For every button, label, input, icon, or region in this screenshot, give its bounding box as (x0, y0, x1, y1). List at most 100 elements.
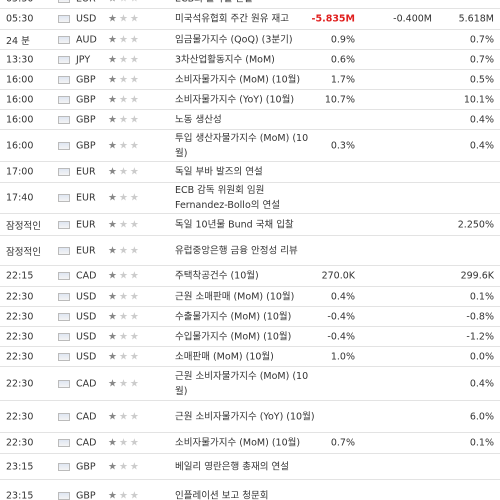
flag-icon (58, 0, 70, 3)
volatility-stars: ★★★ (108, 331, 141, 342)
time: 23:15 (6, 461, 34, 472)
currency: GBP (76, 490, 96, 500)
previous-value: 10.1% (463, 94, 494, 105)
flag-icon (58, 194, 70, 202)
previous-value: 0.4% (469, 140, 494, 151)
previous-value: 0.7% (469, 54, 494, 65)
actual-value: -0.4% (327, 331, 355, 342)
flag-icon (58, 332, 70, 341)
event-name: 인플레이션 보고 청문회 (175, 490, 269, 500)
volatility-stars: ★★★ (108, 13, 141, 25)
currency: GBP (76, 94, 96, 105)
volatility-stars: ★★★ (108, 94, 141, 105)
event-name: 독일 부바 발즈의 연설 (175, 166, 263, 178)
event-row: 05:30 USD ★★★ 미국석유협회 주간 원유 재고 -5.835M -0.400M… (0, 9, 500, 30)
time: 16:00 (6, 94, 34, 105)
currency: AUD (76, 34, 97, 45)
volatility-stars: ★★★ (108, 245, 141, 256)
volatility-stars: ★★★ (108, 291, 141, 302)
actual-value: 0.3% (330, 140, 355, 151)
time: 05:30 (6, 0, 33, 5)
flag-icon (58, 352, 70, 361)
flag-icon (58, 412, 70, 421)
currency: GBP (76, 140, 96, 151)
event-name: 투입 생산자물가지수 (MoM) (10월) (175, 132, 309, 159)
event-name: 근원 소매판매 (MoM) (10월) (175, 291, 295, 302)
flag-icon (58, 15, 70, 23)
previous-value: -0.8% (466, 311, 494, 322)
time: 17:40 (6, 192, 34, 204)
time: 잠정적인 (6, 220, 41, 232)
previous-value: 0.4% (469, 378, 494, 389)
time: 22:30 (6, 411, 34, 422)
time: 22:30 (6, 331, 34, 342)
event-row: 17:00 EUR ★★★ 독일 부바 발즈의 연설 (0, 162, 500, 183)
volatility-stars: ★★★ (108, 54, 141, 65)
volatility-stars: ★★★ (108, 311, 141, 322)
event-name: 소비자물가지수 (YoY) (10월) (175, 94, 295, 105)
event-row: 22:30 USD ★★★ 수출물가지수 (MoM) (10월) -0.4% -0.8% (0, 307, 500, 327)
actual-value: 10.7% (324, 94, 355, 105)
volatility-stars: ★★★ (108, 270, 141, 282)
currency: EUR (76, 192, 96, 204)
currency: CAD (76, 378, 97, 389)
time: 16:00 (6, 140, 34, 151)
flag-icon (58, 379, 70, 388)
time: 13:30 (6, 54, 34, 65)
time: 23:15 (6, 490, 34, 500)
previous-value: 0.5% (469, 74, 494, 85)
event-name: 소비자물가지수 (MoM) (10월) (175, 74, 301, 85)
currency: JPY (76, 54, 91, 65)
event-row: 22:30 CAD ★★★ 소비자물가지수 (MoM) (10월) 0.7% 0.1% (0, 433, 500, 454)
event-row: 16:00 GBP ★★★ 노동 생산성 0.4% (0, 110, 500, 130)
flag-icon (58, 439, 70, 447)
flag-icon (58, 115, 70, 124)
previous-value: 0.4% (469, 114, 494, 125)
event-name: 수출물가지수 (MoM) (10월) (175, 311, 292, 322)
event-row: 05:30 EUR ★★★ ECB의 슐나벨 연설 (0, 0, 500, 9)
event-name: 미국석유협회 주간 원유 재고 (175, 13, 289, 25)
previous-value: 2.250% (457, 219, 494, 230)
currency: EUR (76, 0, 96, 5)
flag-icon (58, 35, 70, 44)
flag-icon (58, 220, 70, 229)
event-row: 잠정적인 EUR ★★★ 독일 10년물 Bund 국채 입찰 2.250% (0, 214, 500, 236)
time: 22:30 (6, 351, 34, 362)
event-name: 소비자물가지수 (MoM) (10월) (175, 437, 301, 449)
flag-icon (58, 491, 70, 500)
flag-icon (58, 141, 70, 150)
previous-value: -1.2% (466, 331, 494, 342)
time: 05:30 (6, 13, 34, 25)
time: 22:30 (6, 311, 34, 322)
volatility-stars: ★★★ (108, 140, 141, 151)
currency: USD (76, 331, 97, 342)
event-name: 유럽중앙은행 금융 안정성 리뷰 (175, 245, 298, 256)
actual-value: 0.7% (330, 437, 355, 449)
event-row: 22:30 USD ★★★ 소매판매 (MoM) (10월) 1.0% 0.0% (0, 347, 500, 367)
event-name: 소매판매 (MoM) (10월) (175, 351, 274, 362)
event-name: 근원 소비자물가지수 (MoM) (10월) (175, 370, 309, 397)
event-row: 22:30 USD ★★★ 수입물가지수 (MoM) (10월) -0.4% -1.2% (0, 327, 500, 347)
volatility-stars: ★★★ (108, 437, 141, 449)
event-name: 노동 생산성 (175, 114, 222, 125)
previous-value: 0.0% (469, 351, 494, 362)
previous-value: 0.1% (469, 437, 494, 449)
currency: USD (76, 13, 97, 25)
event-name: 3차산업활동지수 (MoM) (175, 54, 275, 65)
time: 22:30 (6, 437, 34, 449)
actual-value: 1.7% (330, 74, 355, 85)
previous-value: 5.618M (458, 13, 494, 25)
time: 17:00 (6, 166, 34, 178)
event-name: 독일 10년물 Bund 국채 입찰 (175, 219, 294, 230)
previous-value: 6.0% (469, 411, 494, 422)
event-row: 23:15 GBP ★★★ 베일리 영란은행 총재의 연설 (0, 454, 500, 480)
actual-value: 270.0K (321, 270, 355, 282)
currency: EUR (76, 245, 96, 256)
previous-value: 299.6K (460, 270, 494, 282)
flag-icon (58, 312, 70, 321)
actual-value: -5.835M (311, 13, 355, 25)
volatility-stars: ★★★ (108, 378, 141, 389)
flag-icon (58, 292, 70, 301)
time: 24 분 (6, 35, 30, 47)
previous-value: 0.1% (469, 291, 494, 302)
